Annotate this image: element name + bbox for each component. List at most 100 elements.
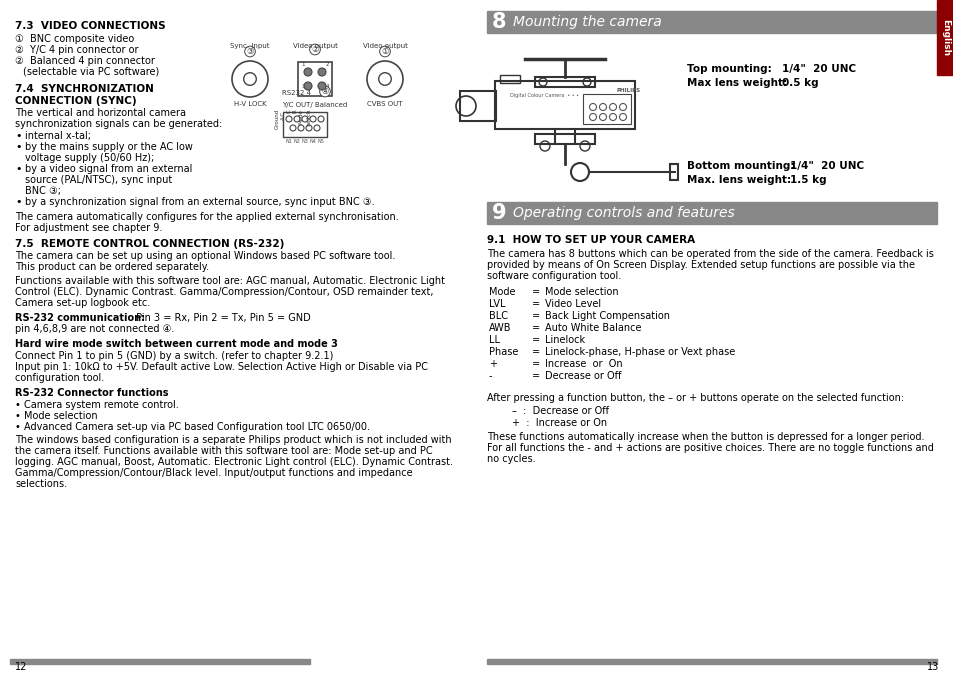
Text: selections.: selections. [15, 479, 67, 489]
Text: C: C [286, 109, 292, 113]
Text: Max lens weight:: Max lens weight: [686, 78, 786, 88]
Text: H-V LOCK: H-V LOCK [233, 101, 266, 107]
Text: Mounting the camera: Mounting the camera [513, 15, 661, 29]
Text: Linelock-phase, H-phase or Vext phase: Linelock-phase, H-phase or Vext phase [544, 347, 735, 357]
Text: Sync. Input: Sync. Input [230, 43, 270, 49]
Text: AWB: AWB [489, 323, 511, 333]
Text: 3: 3 [301, 84, 304, 89]
Text: 12: 12 [15, 662, 28, 672]
Text: N5: N5 [317, 139, 324, 144]
Text: Pin 3 = Rx, Pin 2 = Tx, Pin 5 = GND: Pin 3 = Rx, Pin 2 = Tx, Pin 5 = GND [132, 313, 311, 323]
Text: software configuration tool.: software configuration tool. [486, 271, 620, 281]
Text: source (PAL/NTSC), sync input: source (PAL/NTSC), sync input [25, 175, 172, 185]
Text: +  :  Increase or On: + : Increase or On [512, 418, 606, 428]
Text: Phase: Phase [489, 347, 517, 357]
Bar [297, 62, 332, 96]
Text: RS-232 communication:: RS-232 communication: [15, 313, 145, 323]
Text: provided by means of On Screen Display. Extended setup functions are possible vi: provided by means of On Screen Display. … [486, 260, 914, 270]
Text: Increase  or  On: Increase or On [544, 359, 622, 369]
Text: Mode selection: Mode selection [544, 287, 618, 297]
Bar [283, 112, 327, 137]
Text: BLC: BLC [489, 311, 507, 321]
Text: =: = [532, 371, 539, 381]
Bar [459, 91, 496, 121]
Text: 9.1  HOW TO SET UP YOUR CAMERA: 9.1 HOW TO SET UP YOUR CAMERA [486, 235, 695, 245]
Text: 7.4  SYNCHRONIZATION: 7.4 SYNCHRONIZATION [15, 84, 153, 94]
Text: switch: switch [306, 109, 312, 127]
Bar [535, 134, 595, 144]
Text: •: • [15, 164, 22, 174]
Bar [486, 659, 936, 664]
Text: internal x-tal;: internal x-tal; [25, 131, 91, 141]
Bar [669, 164, 678, 180]
Bar [582, 94, 630, 124]
Text: 1/4"  20 UNC: 1/4" 20 UNC [781, 64, 855, 74]
Text: 4: 4 [325, 84, 329, 89]
Text: • Mode selection: • Mode selection [15, 411, 97, 421]
Text: These functions automatically increase when the button is depressed for a longer: These functions automatically increase w… [486, 432, 923, 442]
Text: LVL: LVL [489, 299, 505, 309]
Text: 2: 2 [325, 62, 329, 67]
Text: The camera automatically configures for the applied external synchronisation.: The camera automatically configures for … [15, 212, 398, 222]
Text: The camera has 8 buttons which can be operated from the side of the camera. Feed: The camera has 8 buttons which can be op… [486, 249, 933, 259]
Text: ②  Balanced 4 pin connector: ② Balanced 4 pin connector [15, 56, 154, 66]
Text: ②  Y/C 4 pin connector or: ② Y/C 4 pin connector or [15, 45, 138, 55]
Text: ②: ② [311, 45, 318, 54]
Text: Operating controls and features: Operating controls and features [513, 206, 734, 220]
Text: =: = [532, 311, 539, 321]
Text: •: • [15, 197, 22, 207]
Text: Top mounting:: Top mounting: [686, 64, 771, 74]
Text: After pressing a function button, the – or + buttons operate on the selected fun: After pressing a function button, the – … [486, 393, 903, 403]
Text: configuration tool.: configuration tool. [15, 373, 104, 383]
Text: A.C.: A.C. [280, 109, 285, 120]
Circle shape [317, 68, 326, 76]
Text: The camera can be set up using an optional Windows based PC software tool.: The camera can be set up using an option… [15, 251, 395, 261]
Text: 1/4"  20 UNC: 1/4" 20 UNC [789, 161, 863, 171]
Text: 1: 1 [301, 62, 304, 67]
Text: by the mains supply or the AC low: by the mains supply or the AC low [25, 142, 193, 152]
Circle shape [304, 68, 312, 76]
Text: Digital Colour Camera  • • •: Digital Colour Camera • • • [510, 93, 578, 97]
Text: English: English [940, 19, 949, 56]
Text: by a synchronization signal from an external source, sync input BNC ③.: by a synchronization signal from an exte… [25, 197, 375, 207]
Text: 13: 13 [925, 662, 938, 672]
Text: logging. AGC manual, Boost, Automatic. Electronic Light control (ELC). Dynamic C: logging. AGC manual, Boost, Automatic. E… [15, 457, 453, 467]
Text: (selectable via PC software): (selectable via PC software) [23, 66, 159, 76]
Text: RS232 4: RS232 4 [282, 90, 312, 96]
Text: Video Level: Video Level [544, 299, 600, 309]
Text: 8: 8 [492, 12, 506, 32]
Text: +: + [489, 359, 497, 369]
Text: voltage supply (50/60 Hz);: voltage supply (50/60 Hz); [25, 153, 154, 163]
Text: The vertical and horizontal camera: The vertical and horizontal camera [15, 108, 186, 118]
Text: Input pin 1: 10kΩ to +5V. Default active Low. Selection Active High or Disable v: Input pin 1: 10kΩ to +5V. Default active… [15, 362, 428, 372]
Bar [486, 202, 936, 224]
Text: ④: ④ [321, 87, 329, 96]
Text: Decrease or Off: Decrease or Off [544, 371, 620, 381]
Text: ①: ① [381, 47, 388, 56]
Text: •: • [15, 142, 22, 152]
Text: =: = [532, 347, 539, 357]
Text: -: - [489, 371, 492, 381]
Text: Functions available with this software tool are: AGC manual, Automatic. Electron: Functions available with this software t… [15, 276, 444, 286]
Text: ①  BNC composite video: ① BNC composite video [15, 34, 134, 44]
Text: Bottom mounting:: Bottom mounting: [686, 161, 794, 171]
Text: RS-232 Connector functions: RS-232 Connector functions [15, 388, 169, 398]
Text: Gamma/Compression/Contour/Black level. Input/output functions and impedance: Gamma/Compression/Contour/Black level. I… [15, 468, 413, 478]
Circle shape [317, 82, 326, 90]
Text: This product can be ordered separately.: This product can be ordered separately. [15, 262, 209, 272]
Bar [535, 77, 595, 87]
Text: 7.5  REMOTE CONTROL CONNECTION (RS-232): 7.5 REMOTE CONTROL CONNECTION (RS-232) [15, 239, 284, 249]
Text: LL: LL [489, 335, 499, 345]
Text: CVBS OUT: CVBS OUT [367, 101, 402, 107]
Text: Camera set-up logbook etc.: Camera set-up logbook etc. [15, 298, 150, 308]
Text: Control (ELC). Dynamic Contrast. Gamma/Compression/Contour, OSD remainder text,: Control (ELC). Dynamic Contrast. Gamma/C… [15, 287, 433, 297]
Text: Back Light Compensation: Back Light Compensation [544, 311, 669, 321]
Text: Auto White Balance: Auto White Balance [544, 323, 640, 333]
Text: 1.5 kg: 1.5 kg [789, 175, 825, 185]
Text: no cycles.: no cycles. [486, 454, 535, 464]
Bar [499, 75, 519, 83]
Text: =: = [532, 359, 539, 369]
Text: Linelock: Linelock [544, 335, 584, 345]
Text: –  :  Decrease or Off: – : Decrease or Off [512, 406, 608, 416]
Text: =: = [532, 299, 539, 309]
